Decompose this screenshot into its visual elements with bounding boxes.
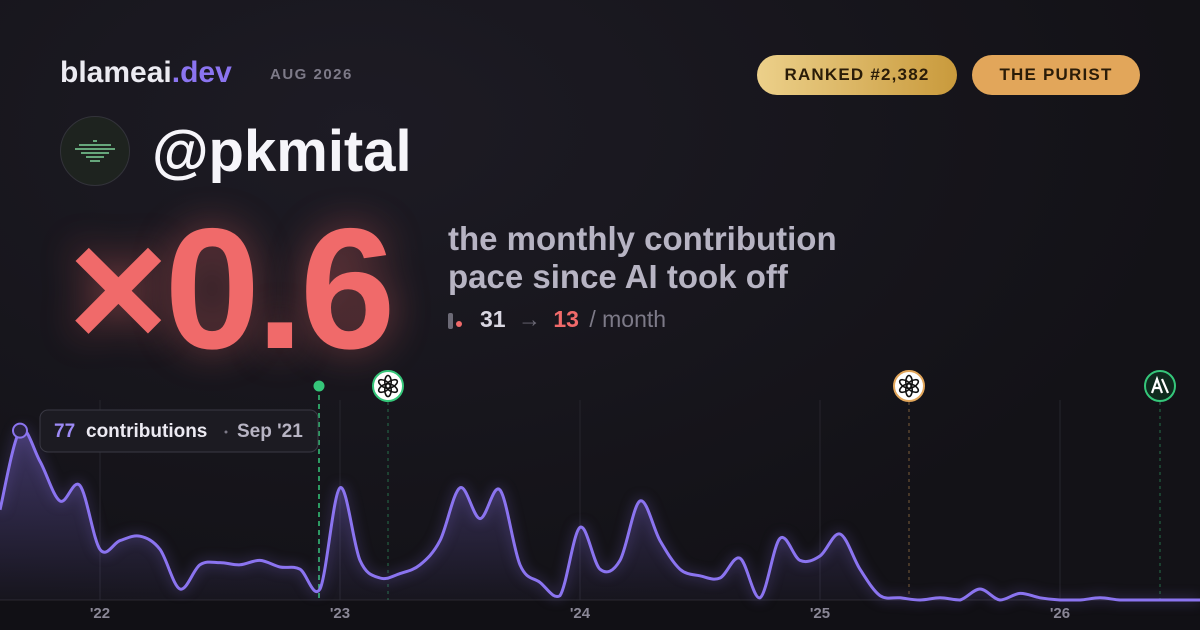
brand-suffix: .dev [171,56,232,89]
anthropic-glyph [1150,375,1170,394]
after-value: 13 [553,306,579,332]
axis-strip [0,600,1200,630]
openai-glyph [898,374,920,398]
tooltip-value: 77 [54,421,75,442]
pace-stat: 31 → 13 / month [448,305,666,333]
before-icon [448,313,453,329]
event-icon [893,370,925,402]
brand-name: blameai [60,56,172,89]
arrow: → [517,306,541,332]
event-icon [372,370,404,402]
description: the monthly contribution pace since AI t… [448,220,837,296]
tooltip-date: Sep '21 [237,421,303,442]
area [0,429,1200,600]
line [0,427,1200,602]
username: @pkmital [152,119,412,184]
avatar-art [75,140,115,162]
x-tick-label: '24 [570,605,591,622]
peak-point [12,422,28,439]
date: AUG 2026 [270,66,353,83]
after-icon [456,321,462,327]
x-tick-label: '26 [1050,605,1070,622]
style-badge: THE PURIST [972,55,1140,95]
rank-badge: RANKED #2,382 [757,55,957,95]
tooltip-label: contributions [86,421,207,442]
x-tick-label: '25 [810,605,830,622]
avatar [60,116,130,186]
event-dot [313,380,325,392]
description-line: the monthly contribution [448,220,837,257]
tooltip-sep [224,430,228,434]
x-tick-label: '23 [330,605,350,622]
unit: / month [589,306,667,332]
glyph-part [377,378,392,390]
before-value: 31 [480,306,506,332]
openai-glyph [377,374,399,398]
brand: blameai.dev [60,56,232,90]
description-line: pace since AI took off [448,258,788,295]
x-tick-label: '22 [90,605,110,622]
tooltip-box [39,409,319,453]
multiplier: ×0.6 [68,193,396,385]
glyph-part [898,378,913,390]
